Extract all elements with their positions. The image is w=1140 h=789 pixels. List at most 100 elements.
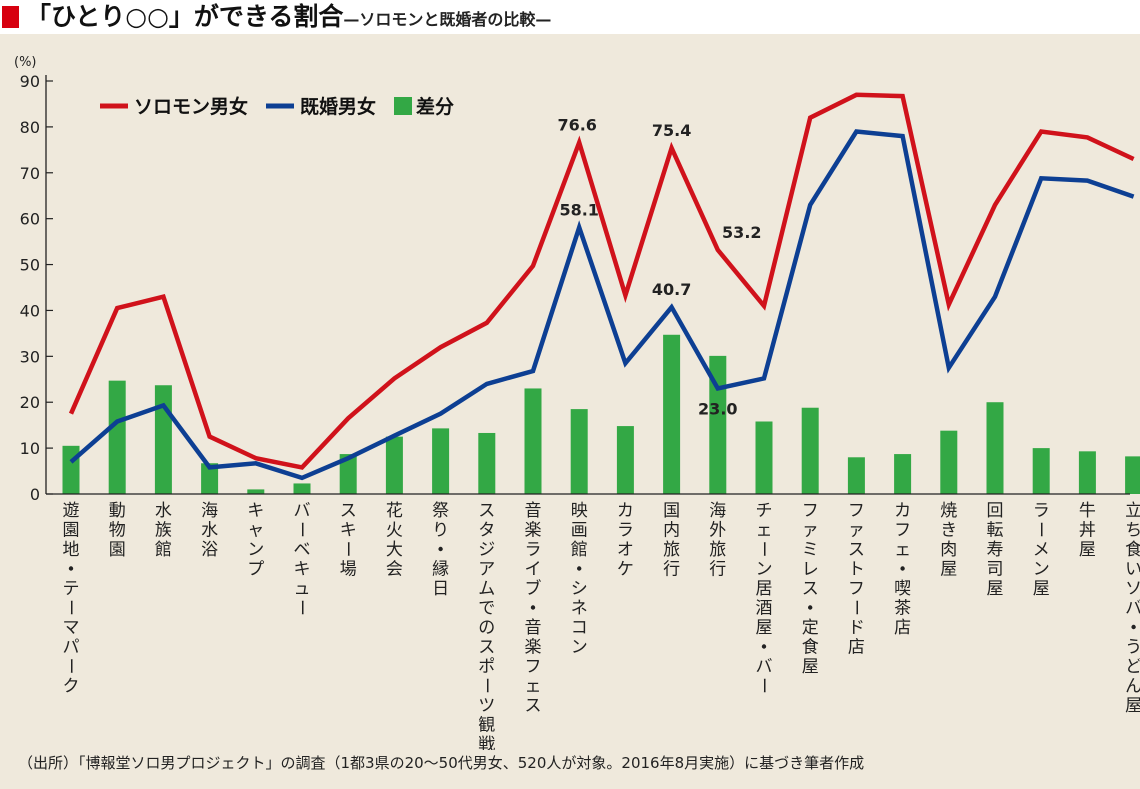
- x-tick-label-char: 焼: [940, 501, 957, 521]
- x-tick-label-char: 外: [709, 521, 726, 541]
- diff-bar: [1125, 456, 1140, 494]
- diff-bar: [62, 445, 80, 494]
- diff-bar: [570, 409, 588, 494]
- x-tick-label-char: ケ: [617, 560, 634, 580]
- x-tick-label: 水族館: [155, 501, 172, 560]
- x-tick-label-char: ラ: [525, 540, 542, 560]
- diff-bar: [986, 402, 1004, 494]
- x-tick-label-char: 食: [802, 638, 819, 658]
- x-tick-label-char: 動: [109, 501, 126, 521]
- x-tick-label-char: ス: [478, 638, 495, 658]
- diff-bar: [293, 483, 311, 494]
- x-tick-label-char: ラ: [617, 521, 634, 541]
- title-marker-icon: [2, 6, 19, 28]
- x-tick-label-char: 寿: [987, 540, 1004, 560]
- x-tick-label-dot: [1131, 624, 1136, 630]
- y-tick-label: 80: [20, 118, 40, 137]
- x-tick-label-dot: [68, 566, 74, 571]
- legend-swatch: [394, 97, 412, 115]
- diff-bar: [709, 355, 727, 494]
- x-tick-label-char: ー: [1030, 521, 1050, 538]
- x-tick-label-char: キ: [340, 521, 357, 541]
- title-bar: 「ひとり○○」ができる割合—ソロモンと既婚者の比較—: [0, 0, 1140, 34]
- x-tick-label-char: メ: [1033, 540, 1050, 560]
- x-tick-label-char: 水: [201, 521, 218, 541]
- legend-label: 差分: [416, 95, 454, 118]
- diff-bar: [478, 432, 496, 494]
- x-tick-label-char: キ: [247, 501, 264, 521]
- x-tick-label-char: 肉: [940, 540, 957, 560]
- x-tick-label-char: コ: [571, 618, 588, 638]
- x-tick-label-char: テ: [63, 579, 80, 599]
- x-tick-label-char: 楽: [525, 521, 542, 541]
- x-tick-label-char: 司: [987, 560, 1004, 580]
- x-tick-label-char: ス: [802, 579, 819, 599]
- y-tick-label: 40: [20, 301, 40, 320]
- x-tick-label-char: ツ: [478, 696, 495, 716]
- x-tick-label-char: り: [432, 521, 449, 541]
- data-label: 58.1: [559, 200, 598, 219]
- x-tick-label-char: 喫: [894, 579, 911, 599]
- x-tick-label-char: ー: [476, 677, 496, 694]
- x-tick-label-char: 物: [109, 521, 126, 541]
- x-tick-label-char: 花: [386, 501, 403, 521]
- x-tick-label-dot: [530, 605, 536, 610]
- x-tick-label-char: 会: [386, 560, 403, 580]
- x-tick-label-char: パ: [63, 638, 80, 658]
- chart-title-sub: —ソロモンと既婚者の比較—: [343, 10, 552, 29]
- x-tick-label: 動物園: [109, 501, 126, 560]
- x-tick-labels: 遊園地テーマパーク動物園水族館海水浴キャンプバーベキュースキー場花火大会祭り縁日…: [60, 501, 1140, 750]
- diff-bar: [339, 454, 357, 494]
- diff-bar: [1078, 451, 1096, 494]
- x-tick-label-char: 画: [571, 521, 588, 541]
- diff-bar: [663, 334, 681, 494]
- data-label: 76.6: [557, 115, 596, 134]
- x-tick-label-char: ア: [478, 560, 495, 580]
- x-tick-label-char: ュ: [294, 579, 311, 599]
- data-label: 40.7: [652, 280, 691, 299]
- y-tick-label: 10: [20, 439, 40, 458]
- x-tick-label-char: バ: [1125, 599, 1140, 619]
- x-tick-label-char: バ: [756, 657, 773, 677]
- x-tick-label-dot: [900, 566, 905, 571]
- diff-bar: [154, 385, 172, 494]
- x-tick-label-char: 旅: [709, 540, 726, 560]
- x-tick-label-char: 戦: [478, 735, 495, 750]
- x-tick-label-char: 行: [663, 560, 680, 580]
- x-tick-label-char: ー: [753, 541, 773, 558]
- diff-bar: [1032, 448, 1050, 494]
- x-tick-label-char: ー: [60, 599, 80, 616]
- axes: 0 10 20 30 40 50 60 70 80 90 (%): [14, 55, 1130, 504]
- x-tick-label-char: プ: [247, 560, 264, 580]
- x-tick-label-char: ス: [340, 501, 357, 521]
- x-tick-label-char: カ: [617, 501, 634, 521]
- x-tick-label-char: 屋: [940, 560, 957, 580]
- x-tick-label-char: 屋: [1079, 540, 1096, 560]
- chart-title: 「ひとり○○」ができる割合—ソロモンと既婚者の比較—: [26, 2, 551, 32]
- x-tick-label-char: ど: [1125, 657, 1140, 677]
- x-tick-label-char: ァ: [802, 521, 819, 541]
- diff-bar: [847, 457, 865, 494]
- x-tick-label-char: 楽: [525, 638, 542, 658]
- x-tick-label-char: ド: [848, 618, 865, 638]
- legend-label: ソロモン男女: [134, 95, 248, 118]
- diff-bars: [62, 334, 1140, 494]
- series-line: [69, 129, 1135, 481]
- x-tick-label-char: ト: [848, 560, 865, 580]
- x-tick-label-char: 酒: [756, 599, 773, 619]
- x-tick-label-char: ン: [247, 540, 264, 560]
- y-tick-label: 50: [20, 256, 40, 275]
- x-tick-label-char: で: [478, 599, 495, 619]
- y-tick-label: 60: [20, 210, 40, 229]
- data-label: 23.0: [698, 399, 737, 418]
- x-tick-label-char: 回: [987, 501, 1004, 521]
- x-tick-label-char: バ: [294, 501, 311, 521]
